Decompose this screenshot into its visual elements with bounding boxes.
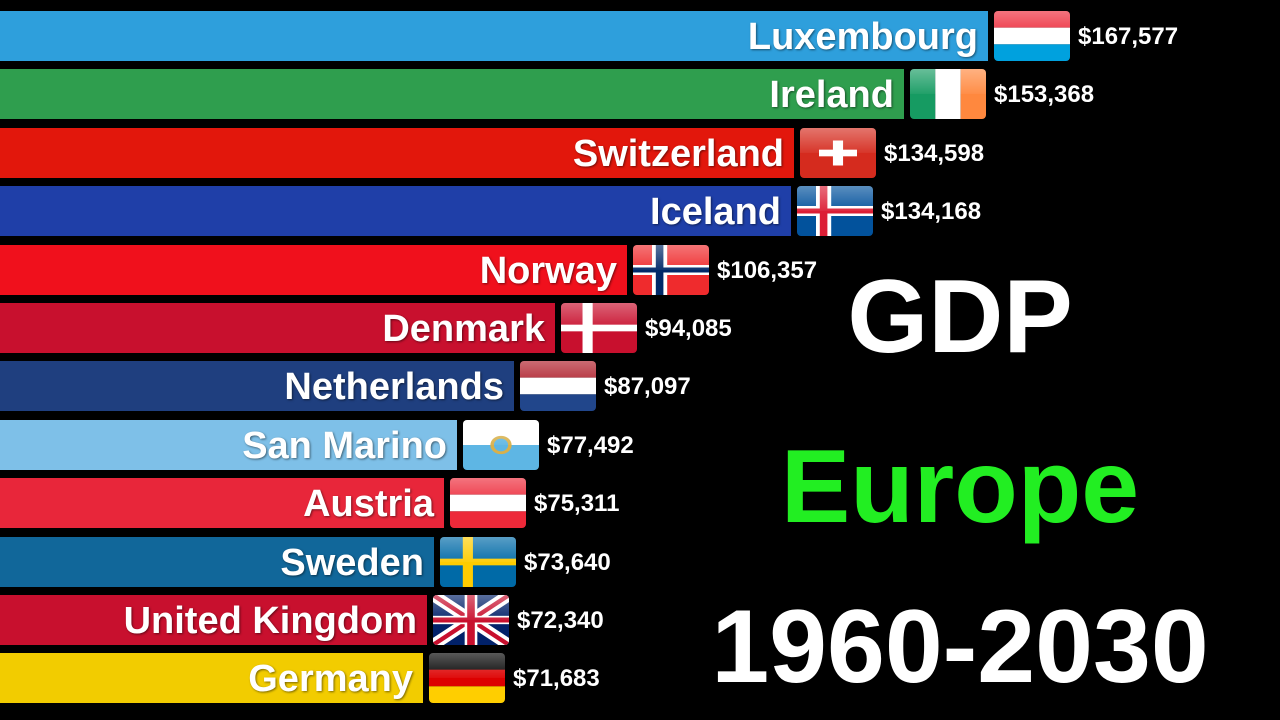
- bar-label-germany: Germany: [248, 658, 413, 700]
- bar-norway: [0, 245, 627, 295]
- bar-switzerland: [0, 128, 794, 178]
- bar-label-united-kingdom: United Kingdom: [123, 600, 417, 642]
- value-label-ireland: $153,368: [994, 81, 1095, 108]
- bar-united-kingdom: [0, 595, 427, 645]
- title-europe: Europe: [780, 429, 1140, 545]
- bar-denmark: [0, 303, 555, 353]
- value-label-austria: $75,311: [534, 490, 620, 517]
- bar-label-denmark: Denmark: [382, 308, 545, 350]
- united-kingdom-flag-icon: [433, 595, 509, 645]
- bar-san-marino: [0, 420, 457, 470]
- luxembourg-flag-icon: [994, 11, 1070, 61]
- bar-label-sweden: Sweden: [280, 542, 424, 584]
- title-years: 1960-2030: [711, 589, 1209, 705]
- bar-label-ireland: Ireland: [769, 74, 894, 116]
- value-label-netherlands: $87,097: [604, 373, 691, 400]
- netherlands-flag-icon: [520, 361, 596, 411]
- bar-label-luxembourg: Luxembourg: [747, 16, 978, 58]
- value-label-luxembourg: $167,577: [1078, 23, 1179, 50]
- bar-austria: [0, 478, 444, 528]
- bar-label-iceland: Iceland: [650, 191, 781, 233]
- norway-flag-icon: [633, 245, 709, 295]
- value-label-germany: $71,683: [513, 665, 600, 692]
- value-label-denmark: $94,085: [645, 315, 732, 342]
- bar-label-norway: Norway: [479, 250, 617, 292]
- switzerland-flag-icon: [800, 128, 876, 178]
- bar-netherlands: [0, 361, 514, 411]
- value-label-switzerland: $134,598: [884, 140, 985, 167]
- bar-label-san-marino: San Marino: [242, 425, 447, 467]
- bar-ireland: [0, 69, 904, 119]
- bar-iceland: [0, 186, 791, 236]
- bar-label-austria: Austria: [303, 483, 434, 525]
- bar-label-switzerland: Switzerland: [572, 133, 784, 175]
- bar-germany: [0, 653, 423, 703]
- germany-flag-icon: [429, 653, 505, 703]
- title-gdp: GDP: [847, 259, 1073, 375]
- bar-sweden: [0, 537, 434, 587]
- sweden-flag-icon: [440, 537, 516, 587]
- value-label-norway: $106,357: [717, 257, 818, 284]
- ireland-flag-icon: [910, 69, 986, 119]
- austria-flag-icon: [450, 478, 526, 528]
- san-marino-flag-icon: [463, 420, 539, 470]
- bar-luxembourg: [0, 11, 988, 61]
- value-label-iceland: $134,168: [881, 198, 982, 225]
- value-label-united-kingdom: $72,340: [517, 607, 604, 634]
- bar-label-netherlands: Netherlands: [284, 366, 504, 408]
- iceland-flag-icon: [797, 186, 873, 236]
- denmark-flag-icon: [561, 303, 637, 353]
- value-label-san-marino: $77,492: [547, 432, 634, 459]
- value-label-sweden: $73,640: [524, 549, 611, 576]
